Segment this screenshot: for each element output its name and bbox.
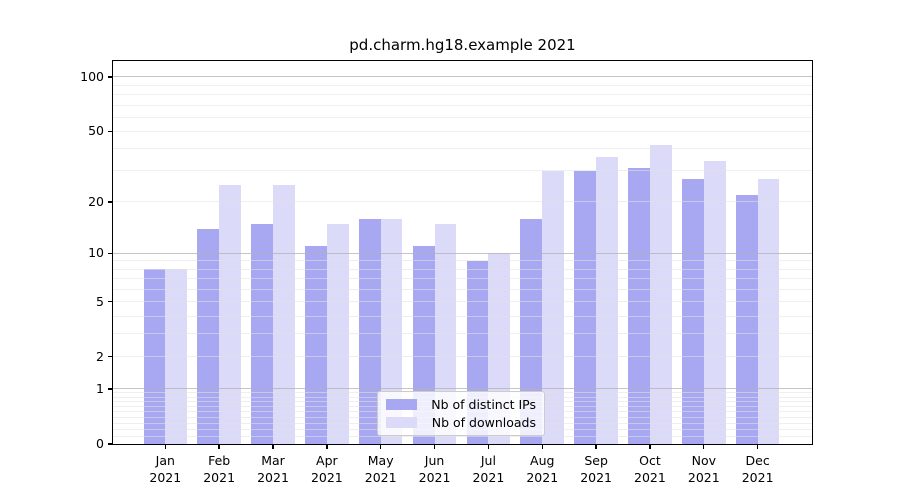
y-tick-mark [108, 355, 113, 358]
x-tick-mark [272, 444, 274, 449]
bar-distinct-ips-may [358, 218, 381, 444]
x-tick-mark [541, 444, 543, 449]
gridline-minor [113, 130, 812, 132]
bar-downloads-dec [757, 179, 780, 444]
gridline-minor [113, 356, 812, 358]
y-tick-mark [108, 388, 113, 390]
x-tick-label: Jul 2021 [472, 453, 505, 485]
gridline-minor [113, 278, 812, 280]
y-tick-label: 10 [88, 245, 104, 261]
bar-downloads-feb [219, 184, 241, 444]
legend-item-downloads: Nb of downloads [386, 415, 536, 430]
bar-distinct-ips-feb [197, 228, 220, 444]
y-tick-label: 2 [96, 348, 104, 364]
y-tick-mark [108, 130, 113, 133]
gridline-minor [113, 201, 812, 203]
x-tick-mark [433, 444, 436, 449]
gridline-minor [113, 435, 812, 437]
x-tick-mark [164, 444, 166, 449]
y-tick-label: 5 [96, 293, 104, 309]
gridline-minor [113, 301, 812, 302]
bar-downloads-aug [542, 170, 565, 444]
legend-swatch-downloads [386, 417, 417, 428]
y-tick-label: 50 [88, 123, 104, 139]
bar-downloads-nov [703, 161, 726, 444]
x-tick-label: Apr 2021 [310, 453, 343, 485]
x-tick-label: Sep 2021 [580, 453, 612, 485]
gridline-minor [113, 268, 812, 270]
y-tick-mark [108, 76, 113, 78]
x-tick-label: Mar 2021 [257, 453, 289, 485]
x-tick-label: Oct 2021 [634, 453, 666, 485]
legend-label-downloads: Nb of downloads [431, 415, 536, 430]
y-tick-label: 100 [80, 68, 104, 84]
y-tick-label: 1 [96, 380, 104, 396]
gridline-minor [113, 116, 812, 118]
bar-distinct-ips-sep [574, 170, 597, 444]
x-tick-label: Jun 2021 [418, 453, 451, 485]
gridline-major [113, 76, 812, 78]
gridline-minor [113, 94, 812, 96]
bar-distinct-ips-apr [305, 246, 327, 444]
bar-downloads-may [380, 218, 403, 444]
gridline-minor [113, 315, 812, 317]
y-tick-mark [108, 443, 113, 445]
bar-downloads-oct [649, 144, 672, 444]
y-tick-mark [108, 201, 113, 203]
gridline-major [113, 252, 812, 254]
gridline-minor [113, 104, 812, 106]
x-tick-label: Feb 2021 [203, 453, 236, 485]
legend-swatch-distinct-ips [386, 399, 417, 410]
x-tick-label: Jan 2021 [149, 453, 182, 485]
x-tick-label: Aug 2021 [526, 453, 559, 485]
x-tick-mark [218, 444, 220, 449]
bar-distinct-ips-aug [520, 218, 543, 444]
legend-item-distinct-ips: Nb of distinct IPs [386, 397, 536, 412]
gridline-minor [113, 84, 812, 86]
legend-label-distinct-ips: Nb of distinct IPs [431, 397, 536, 412]
x-tick-mark [649, 444, 651, 449]
gridline-major [113, 388, 812, 390]
gridline-minor [113, 260, 812, 262]
x-tick-label: Nov 2021 [687, 453, 720, 485]
bar-distinct-ips-dec [735, 194, 758, 444]
x-tick-mark [756, 444, 759, 449]
x-tick-mark [703, 444, 705, 449]
y-tick-mark [108, 252, 113, 254]
y-tick-label: 20 [88, 193, 104, 209]
gridline-minor [113, 288, 812, 290]
gridline-minor [113, 148, 812, 150]
legend: Nb of distinct IPs Nb of downloads [377, 391, 545, 436]
gridline-minor [113, 170, 812, 172]
bar-distinct-ips-oct [628, 168, 650, 444]
x-tick-mark [595, 444, 597, 449]
y-tick-label: 0 [96, 436, 104, 451]
x-tick-label: Dec 2021 [741, 453, 774, 485]
bar-downloads-mar [273, 184, 295, 444]
bar-downloads-sep [596, 156, 618, 444]
bar-distinct-ips-nov [682, 179, 704, 444]
x-tick-mark [326, 444, 328, 449]
chart-title: pd.charm.hg18.example 2021 [349, 36, 576, 54]
x-tick-label: May 2021 [364, 453, 397, 485]
gridline-minor [113, 333, 812, 335]
x-tick-mark [487, 444, 490, 449]
x-tick-mark [380, 444, 382, 449]
y-tick-mark [108, 300, 113, 303]
